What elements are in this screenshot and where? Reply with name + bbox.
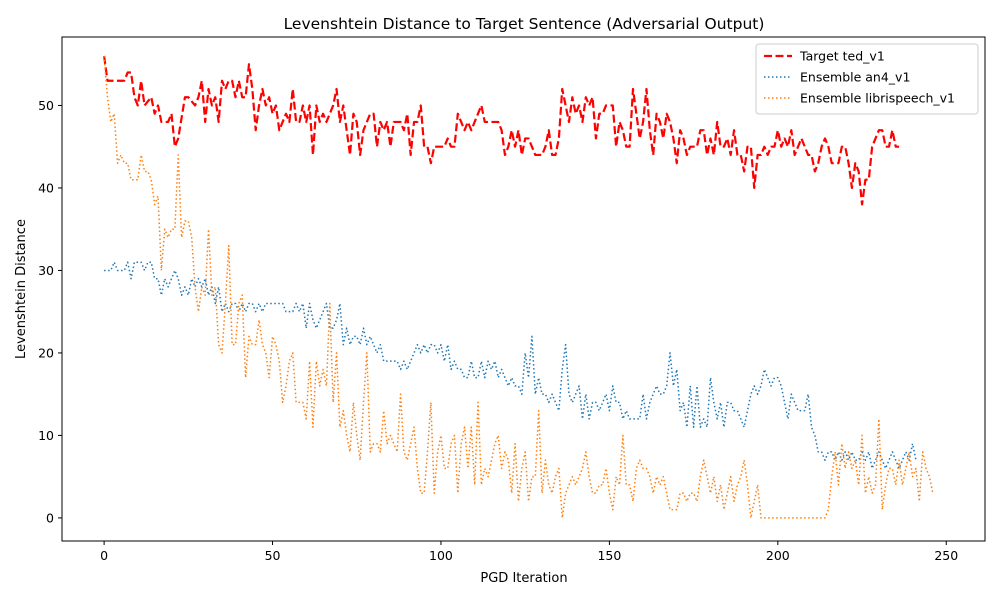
series-line-2 [103, 55, 934, 519]
x-tick-label: 200 [766, 548, 790, 563]
plot-frame [61, 36, 986, 542]
series-line-1 [104, 261, 917, 470]
plot-lines [103, 55, 934, 519]
x-tick-label: 150 [597, 548, 621, 563]
x-tick-label: 0 [100, 548, 108, 563]
legend-box [755, 43, 979, 115]
y-tick-label: 40 [38, 180, 54, 195]
y-tick-label: 50 [38, 98, 54, 113]
y-tick-label: 0 [46, 510, 54, 525]
x-axis-ticks: 0 50 100 150 200 250 [100, 541, 958, 563]
legend: Target ted_v1 Ensemble an4_v1 Ensemble lib… [755, 43, 979, 115]
x-tick-label: 50 [265, 548, 281, 563]
legend-label-0: Target ted_v1 [799, 49, 885, 64]
y-axis-ticks: 0 10 20 30 40 50 [38, 98, 62, 525]
series-line-0 [103, 55, 900, 206]
legend-label-1: Ensemble an4_v1 [800, 70, 910, 85]
x-tick-label: 250 [934, 548, 958, 563]
x-tick-label: 100 [429, 548, 453, 563]
x-axis-label: PGD Iteration [480, 571, 567, 586]
chart-title: Levenshtein Distance to Target Sentence … [284, 15, 765, 33]
y-tick-label: 30 [38, 263, 54, 278]
legend-label-2: Ensemble librispeech_v1 [800, 91, 955, 106]
y-tick-label: 10 [38, 428, 54, 443]
y-tick-label: 20 [38, 345, 54, 360]
y-axis-label: Levenshtein Distance [14, 219, 29, 359]
